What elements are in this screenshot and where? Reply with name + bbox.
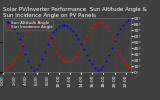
Sun Altitude Angle: [58, 26, 60, 27]
Sun Incidence Angle: [52, 45, 54, 46]
Sun Incidence Angle: [22, 43, 24, 44]
Sun Altitude Angle: [64, 25, 65, 26]
Sun Incidence Angle: [24, 37, 26, 38]
Text: Solar PV/Inverter Performance  Sun Altitude Angle & Sun Incidence Angle on PV Pa: Solar PV/Inverter Performance Sun Altitu…: [3, 7, 147, 18]
Sun Altitude Angle: [38, 64, 40, 65]
Sun Incidence Angle: [80, 46, 82, 47]
Sun Altitude Angle: [130, 19, 132, 20]
Sun Incidence Angle: [50, 39, 52, 40]
Sun Altitude Angle: [75, 34, 76, 35]
Sun Altitude Angle: [72, 31, 74, 32]
Sun Incidence Angle: [91, 26, 93, 28]
Sun Altitude Angle: [111, 47, 113, 49]
Sun Incidence Angle: [8, 65, 10, 67]
Sun Incidence Angle: [102, 22, 104, 23]
Sun Incidence Angle: [11, 63, 12, 64]
Sun Incidence Angle: [97, 22, 99, 23]
Sun Incidence Angle: [5, 67, 7, 68]
Sun Incidence Angle: [83, 41, 85, 42]
Legend: Sun Altitude Angle, Sun Incidence Angle: Sun Altitude Angle, Sun Incidence Angle: [5, 20, 53, 30]
Sun Altitude Angle: [47, 44, 49, 45]
Sun Altitude Angle: [69, 28, 71, 29]
Sun Incidence Angle: [16, 55, 18, 56]
Sun Incidence Angle: [58, 55, 60, 56]
Sun Incidence Angle: [77, 51, 79, 52]
Sun Altitude Angle: [83, 49, 85, 50]
Line: Sun Incidence Angle: Sun Incidence Angle: [2, 20, 132, 70]
Sun Altitude Angle: [24, 53, 26, 55]
Sun Incidence Angle: [119, 55, 121, 56]
Sun Altitude Angle: [13, 28, 15, 29]
Sun Incidence Angle: [114, 43, 116, 44]
Sun Altitude Angle: [80, 43, 82, 44]
Sun Incidence Angle: [27, 31, 29, 32]
Sun Incidence Angle: [66, 61, 68, 62]
Sun Incidence Angle: [75, 55, 76, 56]
Line: Sun Altitude Angle: Sun Altitude Angle: [2, 18, 132, 71]
Sun Altitude Angle: [91, 64, 93, 65]
Sun Altitude Angle: [27, 61, 29, 62]
Sun Incidence Angle: [33, 22, 35, 23]
Sun Altitude Angle: [44, 51, 46, 52]
Sun Altitude Angle: [2, 19, 4, 20]
Sun Incidence Angle: [47, 33, 49, 34]
Sun Altitude Angle: [16, 32, 18, 34]
Sun Altitude Angle: [52, 32, 54, 33]
Sun Altitude Angle: [22, 46, 24, 47]
Sun Incidence Angle: [72, 58, 74, 59]
Sun Incidence Angle: [108, 30, 110, 31]
Sun Altitude Angle: [108, 55, 110, 56]
Sun Incidence Angle: [41, 23, 43, 25]
Sun Incidence Angle: [125, 63, 127, 64]
Sun Incidence Angle: [38, 21, 40, 22]
Sun Incidence Angle: [111, 36, 113, 37]
Sun Altitude Angle: [128, 19, 129, 20]
Sun Incidence Angle: [128, 66, 129, 67]
Sun Incidence Angle: [86, 35, 88, 37]
Sun Altitude Angle: [30, 67, 32, 68]
Sun Altitude Angle: [119, 28, 121, 29]
Sun Incidence Angle: [64, 60, 65, 61]
Sun Altitude Angle: [102, 65, 104, 67]
Sun Altitude Angle: [50, 37, 52, 38]
Sun Altitude Angle: [41, 58, 43, 59]
Sun Altitude Angle: [88, 59, 90, 61]
Sun Incidence Angle: [116, 49, 118, 50]
Sun Altitude Angle: [55, 28, 57, 29]
Sun Altitude Angle: [105, 61, 107, 62]
Sun Incidence Angle: [130, 68, 132, 69]
Sun Altitude Angle: [114, 40, 116, 41]
Sun Incidence Angle: [69, 60, 71, 61]
Sun Altitude Angle: [100, 68, 102, 70]
Sun Altitude Angle: [94, 67, 96, 68]
Sun Incidence Angle: [105, 25, 107, 26]
Sun Altitude Angle: [33, 70, 35, 71]
Sun Altitude Angle: [19, 38, 21, 40]
Sun Altitude Angle: [77, 38, 79, 40]
Sun Altitude Angle: [5, 20, 7, 22]
Sun Altitude Angle: [86, 54, 88, 55]
Sun Incidence Angle: [2, 68, 4, 70]
Sun Incidence Angle: [100, 21, 102, 22]
Sun Altitude Angle: [8, 22, 10, 23]
Sun Incidence Angle: [30, 26, 32, 27]
Sun Altitude Angle: [61, 25, 63, 26]
Sun Altitude Angle: [66, 26, 68, 27]
Sun Incidence Angle: [94, 23, 96, 25]
Sun Incidence Angle: [55, 50, 57, 52]
Sun Altitude Angle: [97, 69, 99, 70]
Sun Altitude Angle: [11, 25, 12, 26]
Sun Incidence Angle: [122, 59, 124, 61]
Sun Altitude Angle: [125, 21, 127, 22]
Sun Incidence Angle: [36, 20, 38, 22]
Sun Incidence Angle: [19, 50, 21, 51]
Sun Incidence Angle: [44, 28, 46, 29]
Sun Incidence Angle: [88, 31, 90, 32]
Sun Altitude Angle: [36, 68, 38, 70]
Sun Altitude Angle: [122, 24, 124, 25]
Sun Incidence Angle: [13, 59, 15, 61]
Sun Altitude Angle: [116, 34, 118, 35]
Sun Incidence Angle: [61, 58, 63, 59]
